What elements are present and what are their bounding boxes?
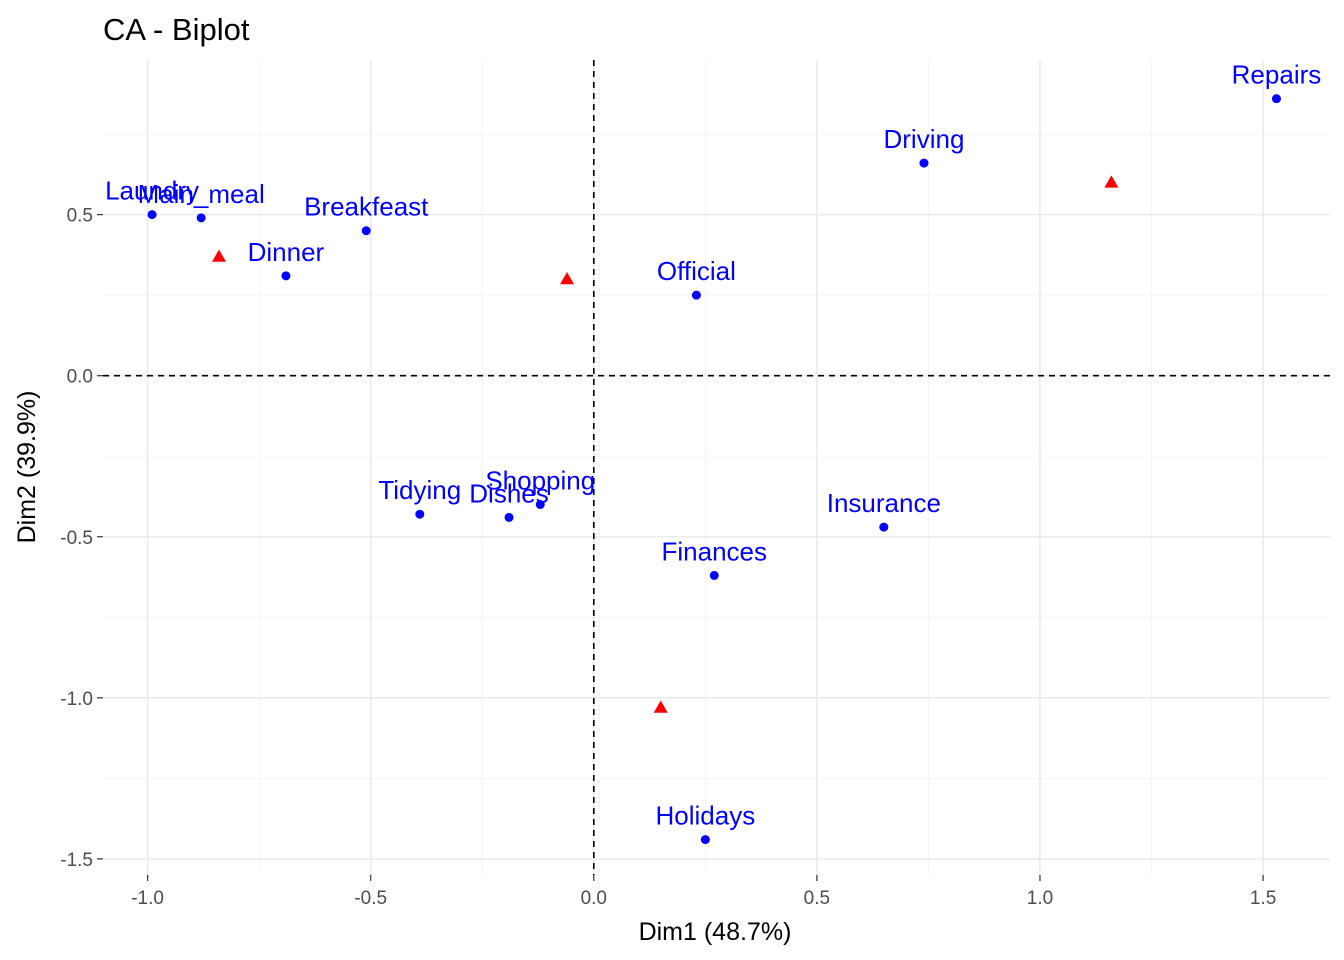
row-point-label: Repairs <box>1232 60 1322 90</box>
row-point-label: Official <box>657 256 736 286</box>
row-point-label: Breakfeast <box>304 192 429 222</box>
x-tick-label: 1.0 <box>1027 888 1053 909</box>
chart-title: CA - Biplot <box>103 12 250 47</box>
x-tick-label: -1.0 <box>131 888 164 909</box>
y-tick-label: 0.5 <box>67 206 93 227</box>
grid <box>103 60 1330 875</box>
row-point <box>361 226 371 236</box>
row-point <box>1271 94 1281 104</box>
row-point <box>281 271 291 281</box>
column-point-triangle <box>212 249 227 262</box>
y-tick-label: -1.5 <box>60 850 93 871</box>
y-tick-label: 0.0 <box>67 367 93 388</box>
y-tick-label: -0.5 <box>60 528 93 549</box>
row-point <box>504 512 514 522</box>
x-tick-label: -0.5 <box>354 888 387 909</box>
column-point-triangle <box>1104 175 1119 188</box>
row-point-label: Driving <box>884 124 965 154</box>
column-point-triangle <box>560 272 575 285</box>
row-point-label: Dinner <box>248 237 325 267</box>
row-point <box>415 509 425 519</box>
row-point-label: Laundry <box>105 176 199 206</box>
row-point-label: Tidying <box>378 475 461 505</box>
row-point <box>879 522 889 532</box>
row-point-label: Dishes <box>469 478 548 508</box>
row-point <box>196 213 206 223</box>
x-axis-title: Dim1 (48.7%) <box>639 918 792 946</box>
y-axis-title: Dim2 (39.9%) <box>13 391 41 544</box>
row-point <box>700 835 710 845</box>
x-tick-label: 0.0 <box>581 888 607 909</box>
row-point <box>709 570 719 580</box>
reference-lines <box>103 60 1330 875</box>
column-point-triangle <box>653 700 668 713</box>
row-point <box>147 210 157 220</box>
row-point-label: Shopping <box>485 466 595 496</box>
row-point <box>535 500 545 510</box>
y-tick-label: -1.0 <box>60 689 93 710</box>
axis-ticks: -1.0 -0.5 0.0 0.5 1.0 1.5 -1.5 -1.0 -0.5 0.0 0.5 <box>60 206 1276 909</box>
column-points <box>212 175 1119 713</box>
row-point <box>919 158 929 168</box>
row-point <box>691 290 701 300</box>
row-point-label: Finances <box>662 536 768 566</box>
row-points <box>147 94 1281 845</box>
x-tick-label: 1.5 <box>1250 888 1276 909</box>
x-tick-label: 0.5 <box>804 888 830 909</box>
row-point-label: Holidays <box>655 801 755 831</box>
row-point-label: Main_meal <box>138 179 265 209</box>
row-point-label: Insurance <box>827 488 941 518</box>
